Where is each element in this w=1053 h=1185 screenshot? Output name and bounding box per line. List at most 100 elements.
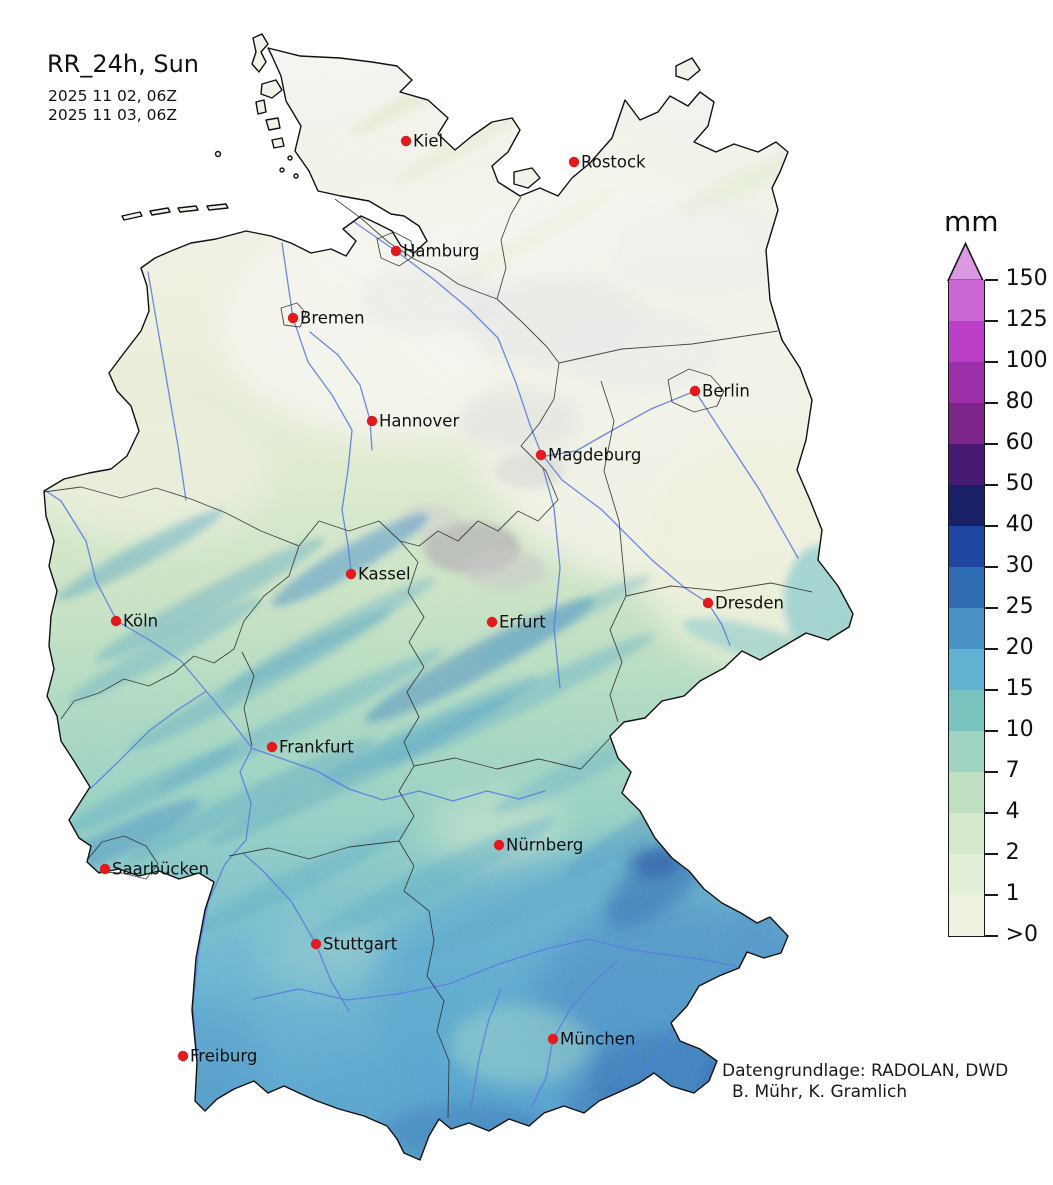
tick-label: 10: [1005, 717, 1034, 742]
rivers: [45, 206, 799, 1109]
city-dot: [568, 156, 580, 168]
river-elbe: [332, 206, 731, 646]
city-label: Hannover: [379, 412, 459, 431]
river-main: [250, 747, 546, 802]
tick-label: 40: [1005, 512, 1034, 537]
city-label: Berlin: [702, 382, 750, 401]
river-mosel: [90, 691, 206, 789]
city-marker-hamburg: Hamburg: [390, 242, 480, 261]
city-marker-hannover: Hannover: [366, 412, 459, 431]
city-dot: [177, 1050, 189, 1062]
city-label: Freiburg: [190, 1047, 257, 1066]
colorbar-band: [949, 567, 984, 608]
city-label: Kiel: [413, 132, 443, 151]
tick-label: 4: [1005, 799, 1020, 824]
colorbar-band: [949, 362, 984, 403]
river-danube: [252, 938, 740, 1001]
colorbar-band: [949, 444, 984, 485]
city-label: Dresden: [715, 594, 784, 613]
city-marker-erfurt: Erfurt: [486, 613, 546, 632]
city-label: Erfurt: [499, 613, 546, 632]
city-dot: [689, 385, 701, 397]
city-dot: [345, 568, 357, 580]
city-label: Rostock: [581, 153, 646, 172]
colorbar-band: [949, 731, 984, 772]
islands: [121, 33, 701, 221]
city-dot: [493, 839, 505, 851]
city-marker-berlin: Berlin: [689, 382, 750, 401]
river-rhine: [45, 490, 253, 1061]
colorbar-band: [949, 403, 984, 444]
colorbar-band: [949, 813, 984, 854]
tick-label: 60: [1005, 430, 1034, 455]
attribution: Datengrundlage: RADOLAN, DWD B. Mühr, K.…: [722, 1061, 1008, 1103]
river-weser: [281, 242, 353, 573]
colorbar-band: [949, 649, 984, 690]
tick-label: 30: [1005, 553, 1034, 578]
colorbar-band: [949, 485, 984, 526]
tick-label: 20: [1005, 635, 1034, 660]
attribution-authors: B. Mühr, K. Gramlich: [732, 1082, 908, 1102]
legend-unit-label: mm: [944, 205, 999, 238]
city-dot: [390, 245, 402, 257]
city-dot: [486, 616, 498, 628]
city-label: Bremen: [300, 309, 365, 328]
river-spree-havel: [545, 390, 799, 559]
city-label: Kassel: [358, 565, 411, 584]
city-marker-magdeburg: Magdeburg: [535, 446, 641, 465]
tick-label: 2: [1005, 840, 1020, 865]
attribution-source: Datengrundlage: RADOLAN, DWD: [722, 1061, 1009, 1081]
tick-label: 7: [1005, 758, 1020, 783]
city-marker-rostock: Rostock: [568, 153, 646, 172]
colorbar-band: [949, 690, 984, 731]
city-dot: [310, 938, 322, 950]
city-marker-kiel: Kiel: [400, 132, 443, 151]
city-markers: Kiel Rostock Hamburg Bremen Hannover Ber…: [99, 132, 784, 1066]
city-dot: [287, 312, 299, 324]
river-isar: [530, 960, 618, 1109]
river-lech: [470, 988, 502, 1109]
city-dot: [366, 415, 378, 427]
colorbar-ticks: 150 125 100 80 60 50 40 30 25 20 15 10 7…: [984, 266, 1053, 947]
colorbar-band: [949, 772, 984, 813]
country-outline: [43, 33, 854, 1161]
city-marker-dresden: Dresden: [702, 594, 784, 613]
city-label: Nürnberg: [506, 836, 583, 855]
period-end: 2025 11 03, 06Z: [48, 106, 177, 124]
river-saale: [542, 467, 561, 689]
city-label: Frankfurt: [279, 738, 354, 757]
tick-label: 50: [1005, 471, 1034, 496]
tick-label: 15: [1005, 676, 1034, 701]
city-label: Saarbücken: [112, 860, 209, 879]
colorbar-legend: mm 150 125 100 80: [944, 205, 1053, 965]
city-label: Hamburg: [403, 242, 480, 261]
tick-label: 150: [1005, 266, 1048, 291]
city-label: Magdeburg: [548, 446, 641, 465]
river-leine: [309, 331, 373, 451]
city-label: Stuttgart: [323, 935, 398, 954]
city-label: Köln: [123, 612, 158, 631]
colorbar-overflow-arrow: [947, 241, 985, 281]
valid-period: 2025 11 02, 06Z 2025 11 03, 06Z: [48, 87, 177, 125]
period-start: 2025 11 02, 06Z: [48, 87, 177, 105]
river-ems: [147, 271, 187, 501]
colorbar-band: [949, 321, 984, 362]
city-label: München: [560, 1030, 635, 1049]
colorbar-band: [949, 608, 984, 649]
colorbar-band: [949, 526, 984, 567]
river-neckar: [243, 853, 350, 1012]
tick-label: 25: [1005, 594, 1034, 619]
city-marker-saarbruecken: Saarbücken: [99, 860, 209, 879]
city-marker-nuernberg: Nürnberg: [493, 836, 583, 855]
tick-label: 100: [1005, 348, 1048, 373]
city-marker-koeln: Köln: [110, 612, 158, 631]
city-dot: [400, 135, 412, 147]
colorbar: [948, 280, 985, 937]
city-dot: [110, 615, 122, 627]
tick-label: 125: [1005, 307, 1048, 332]
city-dot: [535, 449, 547, 461]
colorbar-band: [949, 854, 984, 895]
city-marker-kassel: Kassel: [345, 565, 411, 584]
